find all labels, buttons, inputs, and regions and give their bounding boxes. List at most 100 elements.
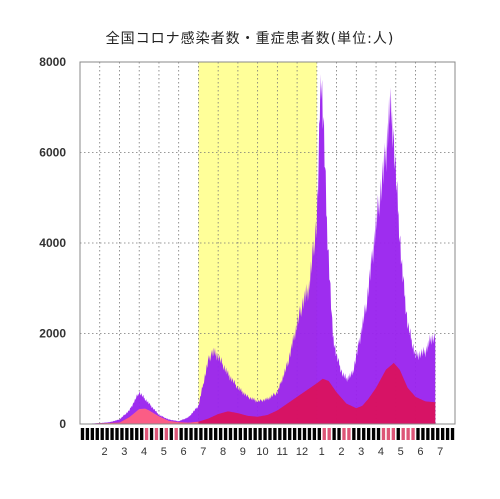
month-bar-segment xyxy=(411,428,415,440)
month-bar-segment xyxy=(292,428,297,440)
month-bar-segment xyxy=(416,428,420,440)
month-bar-segment xyxy=(376,428,381,440)
month-bar-segment xyxy=(130,428,134,440)
month-bar-segment xyxy=(144,428,149,440)
x-tick-label: 8 xyxy=(220,446,226,458)
month-bar-segment xyxy=(199,428,203,440)
month-bar-segment xyxy=(218,428,223,440)
month-bar-segment xyxy=(342,428,346,440)
month-bar-segment xyxy=(243,428,247,440)
x-tick-label: 10 xyxy=(256,446,268,458)
month-bar-segment xyxy=(283,428,287,440)
month-bar-segment xyxy=(238,428,243,440)
series-area-1 xyxy=(80,362,436,424)
month-bar-segment xyxy=(288,428,292,440)
month-bar-segment xyxy=(194,428,198,440)
month-bar-segment xyxy=(233,428,238,440)
x-tick-label: 5 xyxy=(161,446,167,458)
x-tick-label: 7 xyxy=(200,446,206,458)
month-bar-segment xyxy=(149,428,154,440)
x-tick-label: 4 xyxy=(378,446,384,458)
x-tick-label: 5 xyxy=(398,446,404,458)
month-bar-segment xyxy=(204,428,208,440)
month-bar-segment xyxy=(120,428,124,440)
x-tick-label: 2 xyxy=(102,446,108,458)
month-bar-segment xyxy=(174,428,178,440)
x-tick-label: 11 xyxy=(277,446,288,458)
month-bar-segment xyxy=(401,428,405,440)
month-bar-segment xyxy=(337,428,341,440)
month-bar-segment xyxy=(302,428,307,440)
month-bar-segment xyxy=(154,428,159,440)
month-bar-segment xyxy=(90,428,95,440)
x-tick-label: 6 xyxy=(417,446,423,458)
month-bar-segment xyxy=(436,428,440,440)
month-bar-segment xyxy=(169,428,173,440)
month-bar-segment xyxy=(391,428,395,440)
month-bar-segment xyxy=(327,428,331,440)
x-tick-label: 3 xyxy=(358,446,364,458)
month-bar-segment xyxy=(312,428,317,440)
month-bar-segment xyxy=(248,428,252,440)
month-bar-segment xyxy=(362,428,366,440)
month-bar-segment xyxy=(431,428,435,440)
month-bar-segment xyxy=(268,428,272,440)
month-bar-segment xyxy=(421,428,425,440)
month-bar-segment xyxy=(371,428,376,440)
month-bar-segment xyxy=(189,428,193,440)
x-tick-label: 7 xyxy=(437,446,443,458)
month-bar-segment xyxy=(396,428,400,440)
month-bar-segment xyxy=(317,428,321,440)
month-bar-segment xyxy=(135,428,139,440)
month-bar-segment xyxy=(95,428,99,440)
month-bar-segment xyxy=(100,428,104,440)
x-tick-label: 12 xyxy=(296,446,308,458)
month-bar-segment xyxy=(357,428,361,440)
month-bar-segment xyxy=(184,428,188,440)
month-bar-segment xyxy=(223,428,228,440)
month-bar-segment xyxy=(179,428,183,440)
month-bar-segment xyxy=(258,428,262,440)
month-bar-segment xyxy=(278,428,282,440)
month-bar-segment xyxy=(322,428,326,440)
y-tick-label: 6000 xyxy=(39,146,66,160)
x-tick-label: 3 xyxy=(121,446,127,458)
month-bar-segment xyxy=(85,428,90,440)
y-tick-label: 8000 xyxy=(39,55,66,69)
month-bar-segment xyxy=(140,428,144,440)
month-bar-segment xyxy=(381,428,386,440)
month-bar-segment xyxy=(110,428,114,440)
month-bar-segment xyxy=(445,428,450,440)
month-bar-segment xyxy=(253,428,257,440)
month-bar-segment xyxy=(80,428,85,440)
month-bar-segment xyxy=(450,428,455,440)
chart-title: 全国コロナ感染者数・重症患者数(単位:人) xyxy=(105,31,395,47)
y-tick-label: 2000 xyxy=(39,327,66,341)
month-bar-segment xyxy=(426,428,430,440)
month-bar-segment xyxy=(332,428,336,440)
month-bar-segment xyxy=(347,428,351,440)
x-tick-label: 9 xyxy=(240,446,246,458)
x-tick-label: 6 xyxy=(180,446,186,458)
month-bar-segment xyxy=(263,428,267,440)
month-bar-segment xyxy=(273,428,277,440)
month-bar-segment xyxy=(214,428,218,440)
month-bar-segment xyxy=(105,428,109,440)
x-tick-label: 4 xyxy=(141,446,147,458)
x-tick-label: 2 xyxy=(338,446,344,458)
series-area-2 xyxy=(80,408,199,424)
month-bar-segment xyxy=(115,428,119,440)
x-tick-label: 1 xyxy=(319,446,325,458)
month-bar-segment xyxy=(297,428,302,440)
month-bar-segment xyxy=(228,428,233,440)
y-tick-label: 0 xyxy=(59,417,66,431)
month-bar-segment xyxy=(406,428,410,440)
month-bar-segment xyxy=(307,428,312,440)
month-bar-segment xyxy=(366,428,371,440)
month-bar-segment xyxy=(386,428,391,440)
month-bar-segment xyxy=(125,428,129,440)
month-bar-segment xyxy=(209,428,213,440)
month-bar-segment xyxy=(352,428,356,440)
month-bar-segment xyxy=(159,428,164,440)
